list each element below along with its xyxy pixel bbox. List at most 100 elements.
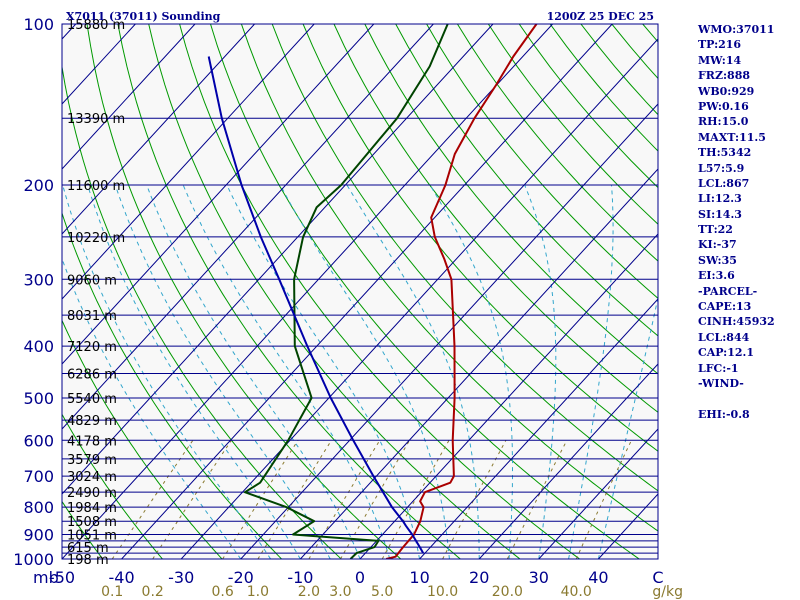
- isotherm-line: [62, 24, 434, 430]
- pressure-tick-label: 800: [23, 498, 54, 517]
- pressure-axis: 100 200 300 400 500 600 700 800 900 1000: [13, 15, 54, 569]
- height-label: 10220 m: [67, 231, 125, 246]
- mixing-ratio-label: 10.0: [427, 584, 458, 600]
- height-label: 6286 m: [67, 367, 117, 382]
- index-24: [698, 391, 798, 406]
- height-label: 3024 m: [67, 470, 117, 485]
- pressure-tick-label: 500: [23, 389, 54, 408]
- index-3: FRZ:888: [698, 69, 751, 83]
- temperature-tick-label: -50: [49, 568, 75, 587]
- temperature-tick-label: -40: [109, 568, 135, 587]
- height-label: 1051 m: [67, 529, 117, 544]
- profile-series: [207, 24, 538, 559]
- index-9: L57:5.9: [698, 161, 745, 175]
- isotherm-line: [0, 24, 16, 559]
- height-label: 1984 m: [67, 501, 117, 516]
- pressure-tick-label: 400: [23, 337, 54, 356]
- isotherm-line: [62, 24, 494, 495]
- height-label: 1508 m: [67, 515, 117, 530]
- isotherm-line: [240, 103, 658, 559]
- height-label: 3579 m: [67, 453, 117, 468]
- mixing-ratio-label: 20.0: [492, 584, 523, 600]
- height-label: 13390 m: [67, 112, 125, 127]
- height-label: 8031 m: [67, 309, 117, 324]
- isotherm-line: [419, 298, 658, 559]
- mixing-ratio-label: 0.6: [212, 584, 234, 600]
- isotherm-line: [478, 363, 658, 559]
- index-10: LCL:867: [698, 176, 750, 190]
- index-18: CAPE:13: [698, 300, 752, 314]
- chart-time: 1200Z 25 DEC 25: [547, 10, 654, 23]
- mixing-ratio-label: 0.2: [142, 584, 164, 600]
- index-1: TP:216: [698, 38, 742, 52]
- height-label: 11600 m: [67, 179, 125, 194]
- temperature-tick-label: 40: [588, 568, 608, 587]
- index-25: EHI:-0.8: [698, 407, 750, 421]
- moist-adiabat-line: [226, 184, 421, 559]
- moist-adiabat-line: [87, 184, 301, 559]
- height-label: 4178 m: [67, 434, 117, 449]
- index-15: SW:35: [698, 253, 737, 267]
- index-8: TH:5342: [698, 146, 752, 160]
- pressure-tick-label: 100: [23, 15, 54, 34]
- mixing-ratio-label: 5.0: [371, 584, 393, 600]
- temperature-tick-label: 30: [529, 568, 549, 587]
- moist-adiabat-line: [346, 184, 480, 559]
- isotherm-line: [121, 24, 613, 559]
- pressure-tick-label: 600: [23, 431, 54, 450]
- mixing-ratio-line: [152, 440, 232, 559]
- isotherm-line: [538, 428, 658, 559]
- index-22: LFC:-1: [698, 361, 739, 375]
- index-17: -PARCEL-: [698, 284, 758, 298]
- dewpoint-profile: [243, 24, 449, 559]
- index-14: KI:-37: [698, 238, 737, 252]
- parcel-profile: [207, 56, 425, 554]
- chart-title: X7011 (37011) Sounding: [66, 10, 221, 23]
- isotherm-line: [62, 24, 315, 300]
- pressure-tick-label: 300: [23, 270, 54, 289]
- index-21: CAP:12.1: [698, 346, 755, 360]
- temperature-tick-label: -30: [168, 568, 194, 587]
- temperature-tick-label: -10: [287, 568, 313, 587]
- mixing-ratio-label: 40.0: [561, 584, 592, 600]
- height-label: 7120 m: [67, 340, 117, 355]
- height-label: 5540 m: [67, 392, 117, 407]
- index-16: EI:3.6: [698, 269, 735, 283]
- height-label: 198 m: [67, 553, 109, 568]
- mixing-ratio-line: [111, 440, 194, 559]
- height-labels: 15880 m 13390 m 11600 m 10220 m 9060 m 8031 m…: [67, 18, 125, 568]
- isotherm-line: [62, 24, 553, 559]
- moist-adiabat-line: [524, 184, 557, 559]
- index-23: -WIND-: [698, 376, 744, 390]
- height-label: 15880 m: [67, 18, 125, 33]
- indices-panel: WMO:37011 TP:216 MW:14 FRZ:888 WB0:929 P…: [698, 22, 798, 422]
- mixing-ratio-label: 1.0: [247, 584, 269, 600]
- temperature-tick-label: 0: [355, 568, 365, 587]
- pressure-tick-label: 700: [23, 467, 54, 486]
- temperature-tick-label: 20: [469, 568, 489, 587]
- index-2: MW:14: [698, 53, 742, 67]
- mixing-ratio-unit: g/kg: [652, 584, 683, 600]
- isotherm-line: [62, 24, 375, 365]
- isotherm-line: [62, 24, 255, 235]
- plot-area: [62, 24, 658, 559]
- height-label: 9060 m: [67, 273, 117, 288]
- mixing-ratio-label: 3.0: [329, 584, 351, 600]
- index-7: MAXT:11.5: [698, 130, 766, 144]
- height-label: 615 m: [67, 541, 109, 556]
- temperature-tick-label: C: [652, 568, 663, 587]
- mixing-ratio-label: 2.0: [298, 584, 320, 600]
- index-19: CINH:45932: [698, 315, 775, 329]
- index-13: TT:22: [698, 223, 733, 237]
- isotherm-line: [180, 38, 658, 559]
- index-4: WB0:929: [698, 84, 755, 98]
- height-label: 2490 m: [67, 486, 117, 501]
- temperature-profile: [385, 24, 538, 559]
- mixing-ratio-labels: 0.1 0.2 0.6 1.0 2.0 3.0 5.0 10.0 20.0 40.0 g/kg: [101, 584, 683, 600]
- isotherm-line: [359, 233, 658, 559]
- pressure-tick-label: 200: [23, 176, 54, 195]
- index-6: RH:15.0: [698, 115, 749, 129]
- index-0: WMO:37011: [698, 23, 775, 36]
